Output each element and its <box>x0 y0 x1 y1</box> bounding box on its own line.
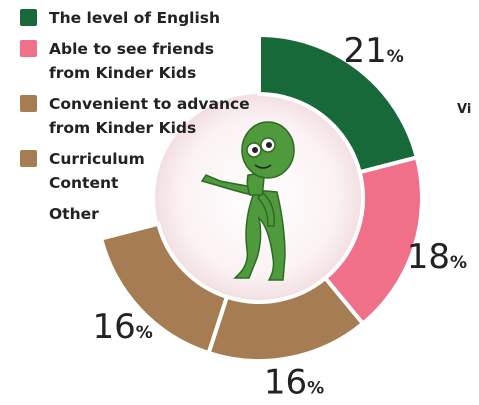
legend-swatch <box>20 40 37 57</box>
legend-swatch <box>20 9 37 26</box>
value-number: 21 <box>343 31 386 71</box>
side-text: Vi <box>457 102 471 117</box>
legend-item: Curriculum Content <box>20 147 250 195</box>
value-number: 16 <box>93 307 136 347</box>
legend-item: Able to see friends from Kinder Kids <box>20 37 250 85</box>
legend-item: Other <box>20 202 250 226</box>
value-number: 16 <box>264 363 307 403</box>
legend-item: Convenient to advance from Kinder Kids <box>20 92 250 140</box>
legend: The level of English Able to see friends … <box>20 6 250 233</box>
value-unit: % <box>136 323 153 343</box>
donut-segment <box>98 221 230 356</box>
legend-label: Other <box>49 205 99 223</box>
value-label: 18% <box>407 237 467 277</box>
value-label: 16% <box>264 363 324 403</box>
legend-label: The level of English <box>49 9 221 27</box>
value-unit: % <box>387 47 404 67</box>
value-unit: % <box>307 379 324 399</box>
legend-swatch <box>20 150 37 167</box>
value-unit: % <box>450 253 467 273</box>
legend-label: Convenient to advance from Kinder Kids <box>49 95 250 137</box>
legend-label: Able to see friends from Kinder Kids <box>49 40 214 82</box>
value-label: 21% <box>343 31 403 71</box>
legend-item: The level of English <box>20 6 250 30</box>
value-label: 16% <box>93 307 153 347</box>
mascot <box>200 121 295 281</box>
legend-swatch <box>20 95 37 112</box>
value-number: 18 <box>407 237 450 277</box>
legend-label: Curriculum Content <box>49 150 145 192</box>
